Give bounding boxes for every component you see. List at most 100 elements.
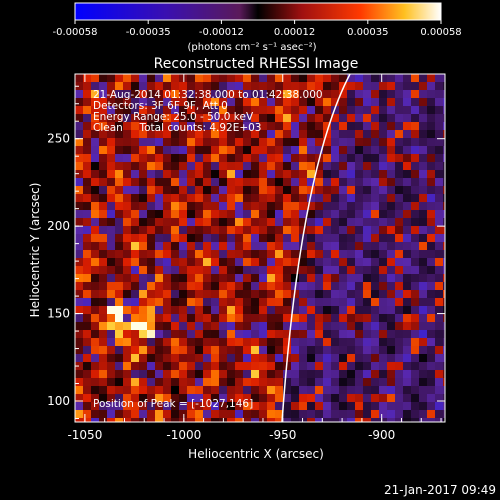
info-block: 21-Aug-2014 01:32:38.000 to 01:42:38.000… [93, 89, 323, 134]
image-pixel [419, 298, 427, 306]
image-pixel [419, 138, 427, 146]
image-pixel [299, 106, 307, 114]
image-pixel [259, 370, 267, 378]
image-pixel [139, 98, 147, 106]
image-pixel [427, 386, 435, 394]
image-pixel [155, 394, 163, 402]
image-pixel [251, 74, 259, 82]
image-pixel [195, 250, 203, 258]
image-pixel [123, 322, 131, 330]
image-pixel [243, 354, 251, 362]
image-pixel [347, 98, 355, 106]
image-pixel [315, 114, 323, 122]
image-pixel [355, 98, 363, 106]
image-pixel [171, 282, 179, 290]
image-pixel [299, 170, 307, 178]
image-pixel [363, 386, 371, 394]
image-pixel [379, 178, 387, 186]
image-pixel [219, 226, 227, 234]
image-pixel [75, 266, 83, 274]
image-pixel [195, 170, 203, 178]
image-pixel [443, 170, 445, 178]
image-pixel [107, 162, 115, 170]
image-pixel [339, 90, 347, 98]
image-pixel [155, 122, 163, 130]
image-pixel [419, 218, 427, 226]
image-pixel [331, 162, 339, 170]
image-pixel [115, 138, 123, 146]
image-pixel [179, 306, 187, 314]
image-pixel [299, 154, 307, 162]
image-pixel [219, 410, 227, 418]
image-pixel [379, 202, 387, 210]
image-pixel [323, 242, 331, 250]
image-pixel [115, 274, 123, 282]
image-pixel [227, 98, 235, 106]
image-pixel [171, 210, 179, 218]
image-pixel [203, 162, 211, 170]
image-pixel [243, 362, 251, 370]
image-pixel [283, 330, 291, 338]
image-pixel [283, 106, 291, 114]
image-pixel [83, 130, 91, 138]
image-pixel [267, 242, 275, 250]
image-pixel [371, 82, 379, 90]
image-pixel [179, 354, 187, 362]
image-pixel [363, 210, 371, 218]
image-pixel [139, 330, 147, 338]
image-pixel [107, 282, 115, 290]
image-pixel [251, 402, 259, 410]
image-pixel [339, 410, 347, 418]
image-pixel [291, 298, 299, 306]
image-pixel [131, 146, 139, 154]
image-pixel [427, 74, 435, 82]
image-pixel [155, 338, 163, 346]
image-pixel [219, 298, 227, 306]
image-pixel [435, 258, 443, 266]
image-pixel [339, 386, 347, 394]
image-pixel [299, 410, 307, 418]
image-pixel [283, 306, 291, 314]
image-pixel [355, 154, 363, 162]
image-pixel [395, 274, 403, 282]
image-pixel [395, 138, 403, 146]
image-pixel [243, 402, 251, 410]
image-pixel [83, 250, 91, 258]
image-pixel [339, 178, 347, 186]
image-pixel [115, 258, 123, 266]
image-pixel [323, 354, 331, 362]
image-pixel [411, 274, 419, 282]
image-pixel [219, 274, 227, 282]
image-pixel [275, 290, 283, 298]
image-pixel [411, 90, 419, 98]
image-pixel [235, 234, 243, 242]
image-pixel [259, 106, 267, 114]
image-pixel [123, 202, 131, 210]
image-pixel [115, 354, 123, 362]
image-pixel [363, 370, 371, 378]
image-pixel [75, 186, 83, 194]
image-pixel [203, 330, 211, 338]
image-pixel [195, 130, 203, 138]
image-pixel [291, 138, 299, 146]
image-pixel [203, 90, 211, 98]
image-pixel [427, 266, 435, 274]
image-pixel [387, 266, 395, 274]
image-pixel [283, 234, 291, 242]
image-pixel [235, 282, 243, 290]
image-pixel [275, 314, 283, 322]
image-pixel [123, 362, 131, 370]
image-pixel [243, 250, 251, 258]
image-pixel [307, 250, 315, 258]
image-pixel [419, 402, 427, 410]
image-pixel [115, 170, 123, 178]
image-pixel [83, 282, 91, 290]
image-pixel [307, 362, 315, 370]
image-pixel [171, 258, 179, 266]
image-pixel [251, 130, 259, 138]
image-pixel [171, 98, 179, 106]
image-pixel [171, 314, 179, 322]
image-pixel [307, 298, 315, 306]
image-pixel [227, 402, 235, 410]
image-pixel [275, 306, 283, 314]
